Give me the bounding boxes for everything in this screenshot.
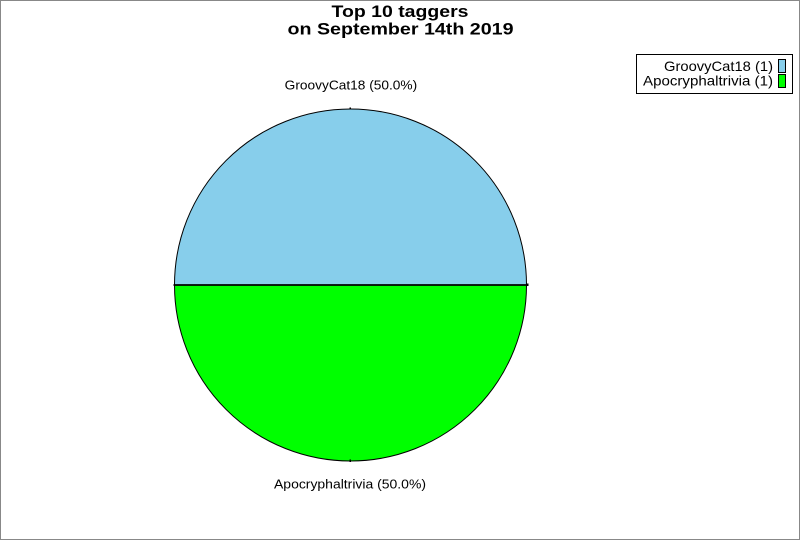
svg-text:GroovyCat18 (1): GroovyCat18 (1) xyxy=(664,58,773,74)
svg-text:on September 14th 2019: on September 14th 2019 xyxy=(288,20,514,39)
svg-text:Apocryphaltrivia (50.0%): Apocryphaltrivia (50.0%) xyxy=(274,477,426,492)
svg-text:Top 10 taggers: Top 10 taggers xyxy=(332,2,469,21)
svg-text:Apocryphaltrivia (1): Apocryphaltrivia (1) xyxy=(643,72,773,88)
svg-text:GroovyCat18 (50.0%): GroovyCat18 (50.0%) xyxy=(285,78,418,93)
